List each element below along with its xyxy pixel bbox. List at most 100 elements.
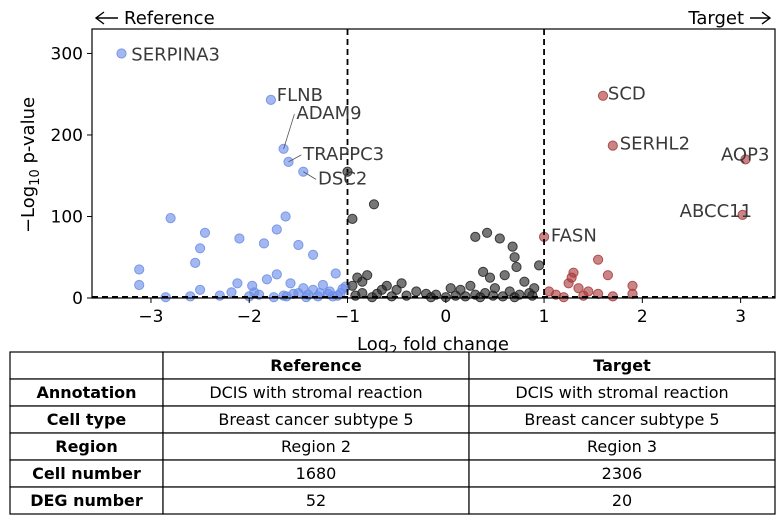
point-ns-49 bbox=[487, 290, 499, 301]
point-down-21 bbox=[271, 269, 282, 280]
summary-table: Reference Target Annotation DCIS with strom… bbox=[9, 351, 776, 515]
table-row-tgt-2: Region 3 bbox=[587, 437, 657, 456]
point-ns-20 bbox=[534, 260, 545, 271]
point-down-7 bbox=[195, 243, 206, 254]
y-tick-label-0: 0 bbox=[72, 289, 83, 309]
point-ns-17 bbox=[484, 272, 496, 283]
point-down-16 bbox=[134, 279, 145, 291]
point-down-9 bbox=[234, 233, 245, 244]
point-ns-33 bbox=[450, 290, 461, 301]
direction-left: Reference bbox=[94, 8, 215, 29]
table-cell-1-1 bbox=[162, 378, 470, 407]
table-row-tgt-3: 2306 bbox=[602, 464, 643, 483]
x-axis-label: Log2 fold change bbox=[357, 334, 509, 359]
gene-label-flnb: FLNB bbox=[277, 85, 323, 106]
point-down-14 bbox=[308, 249, 319, 260]
point-down-3 bbox=[283, 156, 294, 167]
y-tick-label-3: 300 bbox=[51, 44, 83, 64]
point-down-22 bbox=[285, 278, 296, 289]
point-down-6 bbox=[199, 227, 211, 238]
table-cell-3-1 bbox=[162, 432, 470, 461]
point-down-30 bbox=[214, 290, 225, 301]
point-up-2 bbox=[740, 154, 751, 165]
ticks-layer: −3 −2 −1 0 1 2 3 0 100 200 300 bbox=[51, 44, 746, 327]
table-cell-5-2 bbox=[468, 486, 776, 515]
y-axis-label: −Log10 p-value bbox=[18, 97, 43, 233]
point-down-12 bbox=[280, 211, 291, 222]
point-ns-14 bbox=[509, 252, 520, 263]
x-tick-label-3: 0 bbox=[440, 307, 451, 327]
table-row-label-1: Cell type bbox=[47, 410, 127, 429]
table-row-label-4: DEG number bbox=[30, 491, 143, 510]
gene-label-adam9: ADAM9 bbox=[296, 103, 361, 124]
point-down-20 bbox=[261, 274, 272, 285]
point-ns-11 bbox=[482, 227, 493, 238]
table-cell-4-1 bbox=[162, 459, 470, 488]
point-ns-31 bbox=[376, 284, 387, 295]
table-cell-0-2 bbox=[468, 351, 776, 380]
point-ns-35 bbox=[401, 290, 412, 301]
point-up-7 bbox=[602, 270, 614, 281]
point-ns-15 bbox=[511, 261, 522, 273]
point-ns-24 bbox=[411, 286, 422, 297]
x-tick-label-2: −1 bbox=[335, 307, 360, 327]
point-ns-4 bbox=[347, 280, 358, 291]
point-ns-2 bbox=[347, 213, 358, 224]
table-row-tgt-1: Breast cancer subtype 5 bbox=[524, 410, 719, 429]
table-row-ref-0: DCIS with stromal reaction bbox=[209, 383, 422, 402]
point-ns-6 bbox=[357, 276, 368, 287]
point-ns-1 bbox=[368, 199, 380, 210]
table-row-label-2: Region bbox=[55, 437, 118, 456]
table-row-ref-1: Breast cancer subtype 5 bbox=[218, 410, 413, 429]
point-down-11 bbox=[271, 224, 282, 235]
gene-label-abcc11: ABCC11 bbox=[680, 201, 752, 222]
x-tick-label-1: −2 bbox=[237, 307, 262, 327]
table-cell-0-0 bbox=[9, 351, 164, 380]
table-row-tgt-4: 20 bbox=[612, 491, 632, 510]
point-down-26 bbox=[330, 268, 341, 279]
table-cell-1-2 bbox=[468, 378, 776, 407]
table-cell-5-1 bbox=[162, 486, 470, 515]
gene-label-fasn: FASN bbox=[551, 225, 597, 246]
x-tick-label-5: 2 bbox=[637, 307, 648, 327]
point-down-17 bbox=[195, 284, 206, 295]
gene-label-serhl2: SERHL2 bbox=[620, 133, 690, 154]
thresholds-layer bbox=[92, 29, 775, 298]
point-down-0 bbox=[116, 48, 127, 59]
gene-label-scd: SCD bbox=[608, 84, 646, 105]
point-ns-18 bbox=[499, 270, 510, 281]
table-cell-3-0 bbox=[9, 432, 164, 461]
point-down-13 bbox=[293, 239, 304, 251]
point-ns-19 bbox=[519, 276, 530, 287]
annotation-leader-4 bbox=[303, 171, 317, 180]
point-up-0 bbox=[597, 90, 609, 101]
table-row-ref-4: 52 bbox=[306, 491, 326, 510]
plot-frame bbox=[91, 28, 776, 299]
annotation-leader-2 bbox=[283, 114, 295, 149]
point-up-1 bbox=[607, 140, 618, 151]
point-down-47 bbox=[226, 287, 237, 298]
point-ns-16 bbox=[478, 266, 489, 277]
x-tick-label-4: 1 bbox=[539, 307, 550, 327]
table-header-2: Target bbox=[593, 356, 651, 375]
point-down-48 bbox=[249, 287, 260, 298]
point-down-8 bbox=[190, 257, 201, 268]
gene-label-serpina3: SERPINA3 bbox=[131, 44, 220, 65]
point-ns-12 bbox=[494, 233, 505, 244]
point-up-5 bbox=[593, 254, 604, 265]
annotation-leader-3 bbox=[288, 154, 302, 163]
x-tick-label-0: −3 bbox=[138, 307, 163, 327]
point-down-18 bbox=[232, 278, 243, 289]
table-cell-3-2 bbox=[468, 432, 776, 461]
table-row-tgt-0: DCIS with stromal reaction bbox=[515, 383, 728, 402]
table-row-label-3: Cell number bbox=[32, 464, 141, 483]
point-down-1 bbox=[265, 94, 276, 106]
points-layer bbox=[116, 48, 751, 303]
point-ns-44 bbox=[527, 290, 538, 301]
point-down-5 bbox=[165, 213, 176, 224]
table-cell-5-0 bbox=[9, 486, 164, 515]
table-header-1: Reference bbox=[270, 356, 362, 375]
point-down-10 bbox=[258, 238, 270, 249]
